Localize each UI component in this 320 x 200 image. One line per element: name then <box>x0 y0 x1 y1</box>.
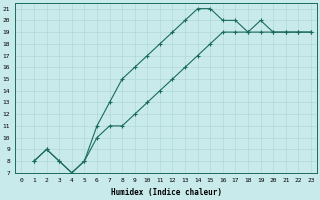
X-axis label: Humidex (Indice chaleur): Humidex (Indice chaleur) <box>111 188 222 197</box>
